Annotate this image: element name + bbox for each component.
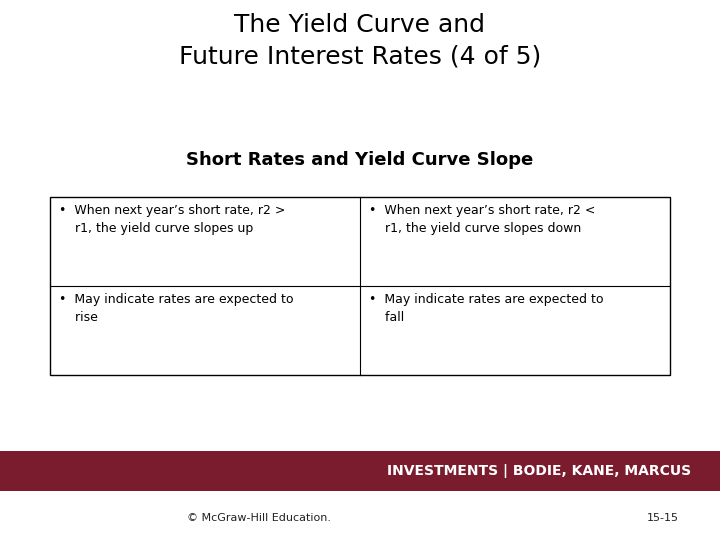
Text: •  When next year’s short rate, r2 >
    r1, the yield curve slopes up: • When next year’s short rate, r2 > r1, … xyxy=(59,204,285,234)
Text: Short Rates and Yield Curve Slope: Short Rates and Yield Curve Slope xyxy=(186,151,534,169)
Text: •  May indicate rates are expected to
    fall: • May indicate rates are expected to fal… xyxy=(369,293,603,323)
Text: The Yield Curve and
Future Interest Rates (4 of 5): The Yield Curve and Future Interest Rate… xyxy=(179,14,541,68)
Text: 15-15: 15-15 xyxy=(647,514,678,523)
Text: INVESTMENTS | BODIE, KANE, MARCUS: INVESTMENTS | BODIE, KANE, MARCUS xyxy=(387,464,691,478)
Text: •  May indicate rates are expected to
    rise: • May indicate rates are expected to ris… xyxy=(59,293,294,323)
Bar xyxy=(0,451,720,491)
Text: •  When next year’s short rate, r2 <
    r1, the yield curve slopes down: • When next year’s short rate, r2 < r1, … xyxy=(369,204,595,234)
Bar xyxy=(50,197,670,375)
Text: © McGraw-Hill Education.: © McGraw-Hill Education. xyxy=(187,514,331,523)
